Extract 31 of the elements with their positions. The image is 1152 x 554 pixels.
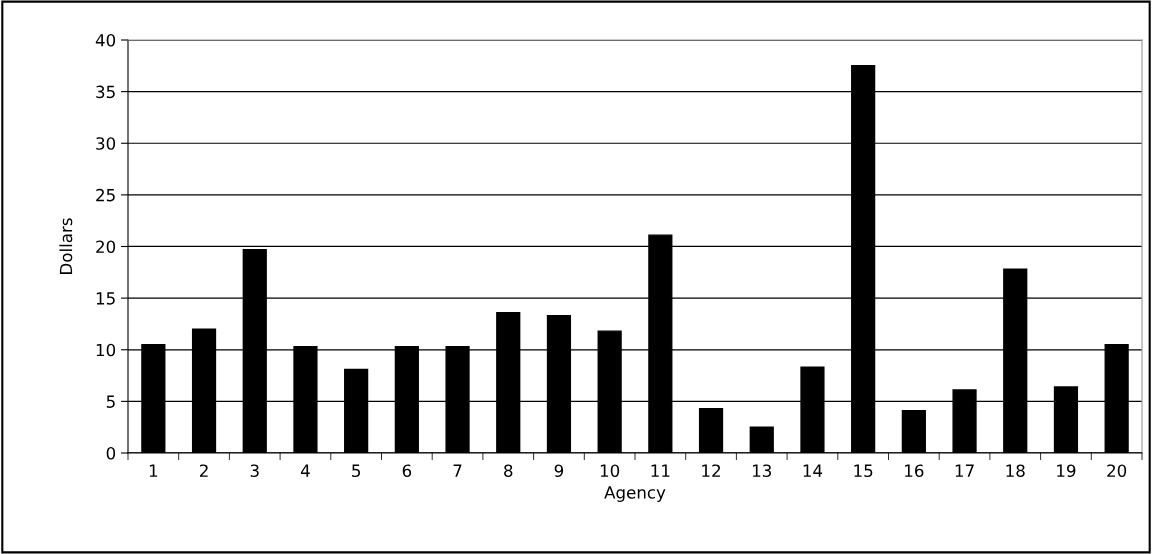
x-tick-label: 5 — [352, 464, 360, 478]
x-tick-label: 16 — [905, 464, 924, 478]
y-axis-title: Dollars — [59, 218, 73, 274]
y-tick-label: 30 — [96, 137, 116, 150]
x-tick-label: 17 — [955, 464, 974, 477]
x-tick-label: 6 — [402, 464, 412, 478]
x-tick-label: 18 — [1006, 464, 1025, 478]
y-tick-label: 20 — [96, 240, 116, 254]
y-tick-label: 35 — [96, 85, 115, 99]
x-tick-label: 3 — [250, 464, 259, 478]
x-tick-label: 13 — [752, 464, 772, 478]
y-tick-label: 0 — [106, 446, 116, 460]
x-tick-label: 12 — [702, 464, 720, 477]
x-tick-label: 1 — [149, 464, 158, 477]
x-tick-label: 9 — [554, 464, 564, 478]
x-tick-label: 2 — [199, 464, 208, 477]
x-tick-label: 20 — [1107, 464, 1127, 478]
x-tick-label: 8 — [504, 464, 513, 478]
x-tick-label: 19 — [1057, 464, 1076, 478]
x-tick-label: 4 — [300, 464, 310, 477]
x-axis-title: Agency — [604, 486, 666, 502]
x-tick-label: 7 — [453, 464, 462, 477]
x-tick-label: 14 — [803, 464, 823, 477]
x-tick-label: 11 — [651, 464, 670, 477]
x-tick-label: 15 — [854, 464, 873, 478]
y-tick-label: 15 — [96, 292, 115, 305]
y-tick-label: 40 — [95, 33, 116, 47]
x-tick-label: 10 — [600, 464, 620, 478]
y-tick-label: 5 — [106, 395, 115, 408]
y-tick-label: 10 — [96, 343, 116, 357]
y-tick-label: 25 — [96, 188, 115, 202]
